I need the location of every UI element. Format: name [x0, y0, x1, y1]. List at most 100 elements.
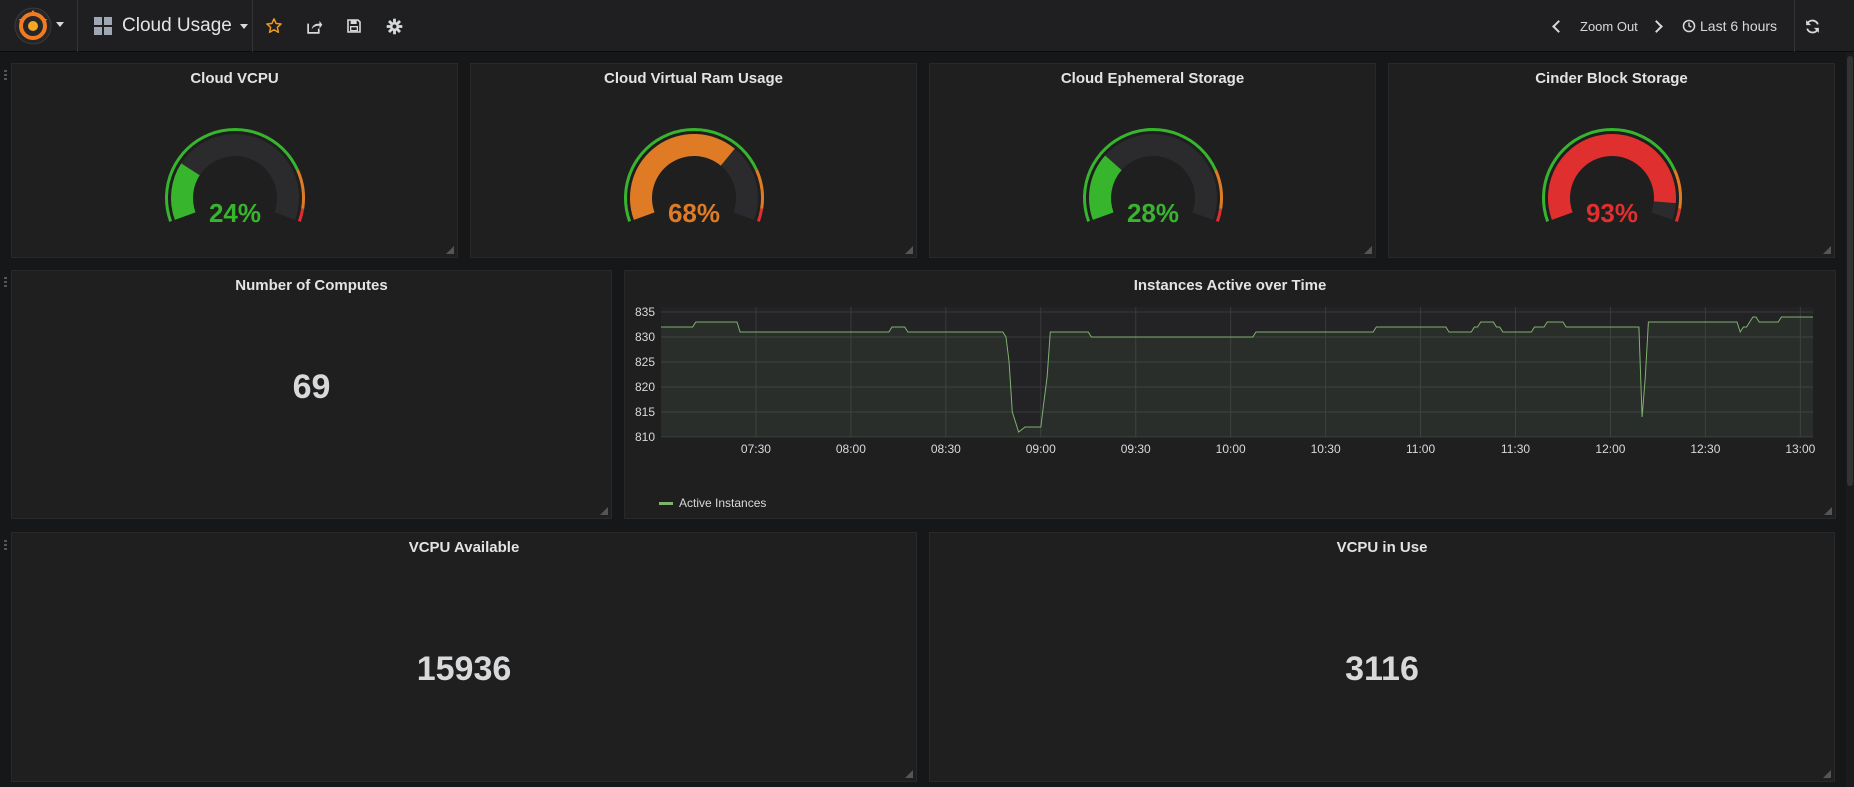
- scrollbar-thumb[interactable]: [1847, 56, 1853, 486]
- panel-title[interactable]: Cloud Ephemeral Storage: [1060, 70, 1245, 87]
- scrollbar-track[interactable]: [1846, 52, 1854, 787]
- share-icon: [306, 20, 322, 34]
- gauge-threshold-arc: [756, 208, 763, 222]
- save-button[interactable]: [340, 12, 368, 40]
- chevron-right-icon: [1650, 19, 1663, 33]
- dashboard-title-dropdown[interactable]: Cloud Usage: [94, 12, 248, 40]
- zoom-out-label: Zoom Out: [1580, 18, 1638, 34]
- y-tick-label: 835: [635, 305, 655, 319]
- panel-title[interactable]: Number of Computes: [235, 277, 388, 294]
- gauge-threshold-arc: [295, 169, 305, 209]
- row-drag-handle[interactable]: [4, 277, 8, 289]
- x-tick-label: 10:30: [1311, 442, 1341, 456]
- panel-title[interactable]: VCPU in Use: [1336, 539, 1428, 556]
- panel-title[interactable]: Cloud Virtual Ram Usage: [604, 70, 783, 87]
- panel-resize-handle[interactable]: [600, 507, 608, 515]
- gauge-threshold-arc: [1672, 169, 1682, 209]
- grafana-logo-icon[interactable]: [12, 6, 54, 46]
- y-tick-label: 830: [635, 330, 655, 344]
- zoom-out-button[interactable]: Zoom Out: [1580, 14, 1638, 38]
- panel-resize-handle[interactable]: [1824, 507, 1832, 515]
- panel-resize-handle[interactable]: [905, 770, 913, 778]
- panel-resize-handle[interactable]: [1823, 770, 1831, 778]
- panel-resize-handle[interactable]: [905, 246, 913, 254]
- y-axis-ticks: 810 815 820 825 830 835: [635, 305, 655, 444]
- panel-cloud-ephemeral-storage[interactable]: Cloud Ephemeral Storage 28%: [929, 63, 1376, 258]
- panel-resize-handle[interactable]: [446, 246, 454, 254]
- x-tick-label: 12:00: [1595, 442, 1625, 456]
- x-axis-ticks: 07:30 08:00 08:30 09:00 09:30 10:00 10:30 11:00…: [741, 442, 1816, 456]
- y-tick-label: 820: [635, 380, 655, 394]
- x-tick-label: 10:00: [1216, 442, 1246, 456]
- dashboard-grid-icon: [94, 17, 112, 35]
- stat-value: 69: [292, 368, 331, 406]
- panel-vcpu-available[interactable]: VCPU Available 15936: [11, 532, 917, 782]
- gauge-value: 93%: [1585, 198, 1637, 228]
- panel-resize-handle[interactable]: [1364, 246, 1372, 254]
- gauge-value-arc: [1547, 134, 1676, 220]
- panel-title[interactable]: VCPU Available: [408, 539, 520, 556]
- series-area-active-instances: [661, 317, 1813, 437]
- y-tick-label: 815: [635, 405, 655, 419]
- gauge-value: 68%: [667, 198, 719, 228]
- time-range-label: Last 6 hours: [1700, 18, 1778, 34]
- panel-cloud-vcpu[interactable]: Cloud VCPU 24%: [11, 63, 458, 258]
- gauge-background-arc: [170, 134, 299, 220]
- chevron-down-icon: [239, 23, 248, 29]
- star-button[interactable]: [260, 12, 288, 40]
- gear-icon: [386, 18, 402, 34]
- refresh-icon: [1805, 19, 1819, 33]
- gauge-value-arc: [629, 134, 735, 220]
- panel-cloud-virtual-ram-usage[interactable]: Cloud Virtual Ram Usage 68%: [470, 63, 917, 258]
- y-tick-label: 825: [635, 355, 655, 369]
- x-tick-label: 11:30: [1501, 442, 1530, 456]
- settings-button[interactable]: [380, 12, 408, 40]
- chart-legend[interactable]: Active Instances: [659, 496, 766, 510]
- time-picker-button[interactable]: Last 6 hours: [1682, 14, 1777, 38]
- legend-swatch: [659, 501, 673, 505]
- x-tick-label: 08:30: [931, 442, 961, 456]
- time-shift-forward-button[interactable]: [1650, 14, 1663, 38]
- plot-area: [661, 307, 1813, 437]
- gauge-threshold-arc: [1215, 208, 1222, 222]
- stat-value: 3116: [1345, 650, 1419, 688]
- top-navbar: Cloud Usage: [0, 0, 1854, 52]
- panel-title[interactable]: Instances Active over Time: [1133, 277, 1327, 294]
- star-icon: [266, 18, 282, 34]
- navbar-divider: [252, 0, 253, 52]
- series-line-active-instances: [661, 316, 1813, 433]
- x-tick-label: 09:00: [1026, 442, 1056, 456]
- time-shift-back-button[interactable]: [1552, 14, 1565, 38]
- stat-value: 15936: [416, 650, 512, 688]
- logo-caret-icon[interactable]: [56, 22, 64, 27]
- gauge-threshold-arc: [1213, 169, 1223, 209]
- chevron-left-icon: [1552, 19, 1565, 33]
- row-drag-handle[interactable]: [4, 540, 8, 552]
- panel-cinder-block-storage[interactable]: Cinder Block Storage 93%: [1388, 63, 1835, 258]
- share-button[interactable]: [300, 12, 328, 40]
- gauge-threshold-arc: [1674, 208, 1681, 222]
- x-tick-label: 13:00: [1785, 442, 1815, 456]
- panel-title[interactable]: Cinder Block Storage: [1535, 70, 1688, 87]
- gauge-cloud-vcpu: 24%: [164, 127, 305, 228]
- navbar-divider: [77, 0, 78, 52]
- gauge-cinder-block-storage: 93%: [1541, 127, 1682, 228]
- x-tick-label: 08:00: [836, 442, 866, 456]
- gauge-threshold-arc: [754, 169, 764, 209]
- gauge-value-arc: [1088, 155, 1122, 220]
- row-drag-handle[interactable]: [4, 70, 8, 82]
- panel-resize-handle[interactable]: [1823, 246, 1831, 254]
- panel-vcpu-in-use[interactable]: VCPU in Use 3116: [929, 532, 1835, 782]
- panel-title[interactable]: Cloud VCPU: [190, 70, 279, 87]
- legend-label[interactable]: Active Instances: [679, 496, 767, 510]
- clock-icon: [1682, 19, 1696, 33]
- save-icon: [347, 19, 361, 33]
- gauge-threshold-arc: [297, 208, 304, 222]
- panel-instances-active-over-time[interactable]: Instances Active over Time 810 815 820 825 8…: [624, 270, 1836, 519]
- panel-number-of-computes[interactable]: Number of Computes 69: [11, 270, 612, 519]
- refresh-button[interactable]: [1798, 12, 1826, 40]
- y-tick-label: 810: [635, 430, 655, 444]
- gauge-value: 28%: [1126, 198, 1178, 228]
- gauge-value-arc: [170, 163, 200, 220]
